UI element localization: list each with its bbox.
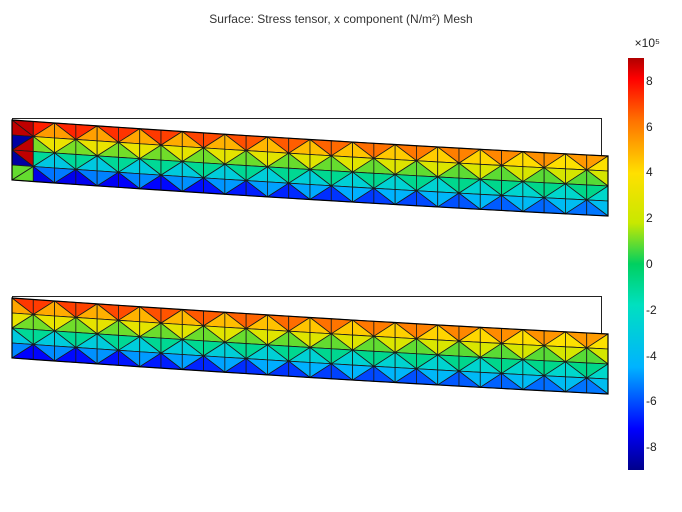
colorbar-tick: 0 bbox=[646, 257, 666, 271]
colorbar-tick: -4 bbox=[646, 349, 666, 363]
colorbar-tick: -8 bbox=[646, 440, 666, 454]
colorbar-tick: 4 bbox=[646, 165, 666, 179]
colorbar-tick: 8 bbox=[646, 74, 666, 88]
colorbar-tick: 6 bbox=[646, 120, 666, 134]
deformed-mesh bbox=[10, 296, 610, 396]
colorbar-tick: -6 bbox=[646, 394, 666, 408]
colorbar-tick: 2 bbox=[646, 211, 666, 225]
plot-area bbox=[10, 40, 610, 500]
colorbar-tick: -2 bbox=[646, 303, 666, 317]
plot-title: Surface: Stress tensor, x component (N/m… bbox=[0, 12, 682, 26]
colorbar bbox=[628, 58, 644, 470]
colorbar-exponent: ×10⁵ bbox=[635, 36, 660, 50]
deformed-mesh bbox=[10, 118, 610, 218]
